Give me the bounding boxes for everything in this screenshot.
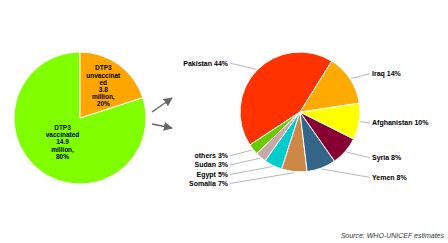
slice-name: Afghanistan: [372, 119, 412, 127]
slice-value: 10%: [414, 119, 429, 126]
leader-line: [360, 122, 370, 123]
slice-name: Yemen: [372, 174, 395, 181]
leader-line: [230, 150, 252, 156]
pie-slice: [80, 52, 143, 118]
slice-name: Syria: [372, 154, 389, 162]
leader-line: [322, 169, 370, 177]
leader-line: [230, 167, 273, 175]
pie: [14, 52, 146, 184]
leader-line: [346, 152, 370, 158]
slice-label: others 3%: [195, 152, 229, 159]
leader-line: [230, 158, 260, 165]
slice-label: Sudan 3%: [195, 161, 229, 168]
slice-label: Pakistan 44%: [183, 60, 229, 67]
slice-name: Somalia: [189, 180, 216, 187]
slice-value: 7%: [218, 180, 229, 187]
slice-label: Somalia 7%: [189, 180, 229, 187]
slice-value: 8%: [397, 174, 408, 181]
leader-line: [230, 173, 294, 184]
pie-slice: [14, 52, 146, 184]
leader-line: [230, 63, 256, 69]
annotation: Source: WHO-UNICEF estimates: [341, 232, 445, 239]
slice-value: 5%: [218, 171, 229, 178]
pie-slice: [300, 61, 359, 112]
slice-label: DTP3vaccinated14.9million,80%: [46, 124, 80, 160]
leader-line: [351, 74, 370, 79]
slice-value: 3%: [218, 161, 229, 168]
slice-value: 8%: [391, 154, 402, 161]
slice-name: Pakistan: [183, 60, 212, 67]
slice-name: others: [195, 152, 217, 159]
chart: DTP3vaccinated14.9million,80%DTP3unvacci…: [0, 0, 448, 243]
slice-label: Yemen 8%: [372, 174, 407, 181]
slice-value: 14%: [387, 70, 402, 77]
connector-arrow: [152, 98, 172, 112]
pie: [240, 52, 360, 172]
slice-label: Syria 8%: [372, 154, 402, 162]
slice-label: Afghanistan 10%: [372, 119, 429, 127]
slice-label: Egypt 5%: [196, 171, 228, 179]
slice-name: Sudan: [195, 161, 216, 168]
connector-arrow: [152, 124, 172, 128]
slice-name: Iraq: [372, 70, 385, 78]
slice-name: Egypt: [196, 171, 216, 179]
slice-label: Iraq 14%: [372, 70, 402, 78]
slice-label: DTP3unvaccinated3.8million,20%: [86, 64, 121, 107]
slice-value: 3%: [218, 152, 229, 159]
slice-value: 44%: [214, 60, 229, 67]
